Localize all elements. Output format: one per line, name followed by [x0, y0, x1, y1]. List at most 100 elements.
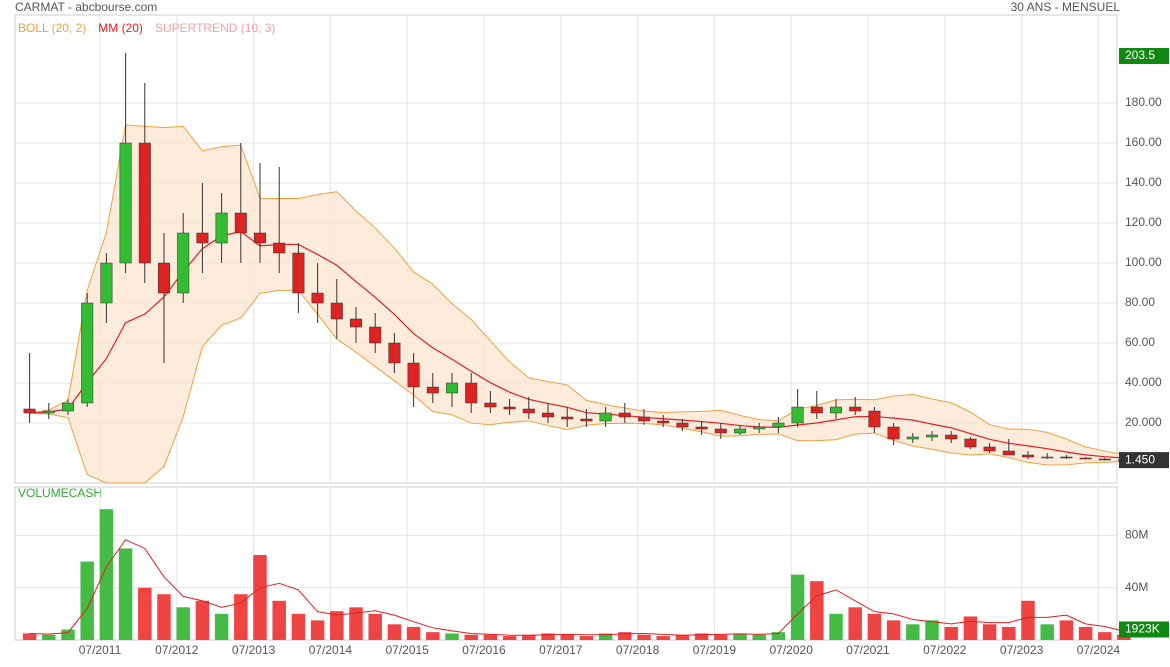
volume-bar [675, 634, 690, 640]
candle-body [676, 422, 689, 428]
candle-body [618, 412, 631, 418]
volume-bar [80, 561, 94, 640]
volume-bar [464, 634, 478, 640]
volume-bar [291, 613, 306, 640]
legend-entry: BOLL (20, 2) [18, 21, 86, 35]
x-tick-label: 07/2018 [616, 643, 660, 657]
candle-body [81, 302, 94, 404]
legend-entry: MM (20) [98, 21, 143, 35]
price-marker [1119, 48, 1169, 64]
volume-bar [522, 634, 536, 640]
y-tick-label: 20.000 [1125, 415, 1162, 429]
volume-bar [752, 634, 766, 640]
volume-bar [848, 607, 862, 640]
volume-bar [944, 626, 958, 640]
candle-body [234, 212, 247, 234]
candle-body [273, 242, 286, 254]
candle-body [215, 212, 228, 244]
candle-body [887, 426, 900, 440]
y-tick-label: 60.00 [1125, 335, 1155, 349]
x-tick-label: 07/2015 [386, 643, 430, 657]
candle-body [311, 292, 324, 304]
price-marker-label: 203.5 [1125, 48, 1155, 62]
candle-body [445, 382, 459, 394]
moving-average [29, 230, 1125, 459]
x-tick-label: 07/2021 [846, 643, 890, 657]
volume-bar [733, 633, 747, 640]
volume-bar [61, 629, 75, 640]
y-tick-label: 40.000 [1125, 375, 1162, 389]
x-tick-label: 07/2023 [1000, 643, 1044, 657]
candle-body [1021, 454, 1035, 458]
volume-bar [579, 636, 594, 640]
x-tick-label: 07/2022 [923, 643, 967, 657]
volume-bar [349, 607, 363, 640]
candle-body [138, 142, 151, 264]
candle-body [849, 406, 862, 412]
volume-title: VOLUMECASH [18, 486, 102, 500]
candle-body [1079, 457, 1092, 460]
volume-bar [483, 634, 498, 640]
y-tick-label: 80M [1125, 528, 1148, 542]
volume-bar [368, 613, 382, 640]
candle-body [733, 428, 747, 434]
candle-body [945, 434, 958, 440]
candle-body [791, 406, 804, 424]
y-tick-label: 80.00 [1125, 295, 1155, 309]
candle-body [61, 402, 75, 412]
volume-bar [214, 613, 229, 640]
y-tick-label: 160.00 [1125, 135, 1162, 149]
x-tick-label: 07/2012 [155, 643, 199, 657]
candle-body [42, 410, 55, 414]
volume-bar [387, 624, 402, 640]
volume-bar [925, 620, 939, 640]
candle-body [157, 262, 171, 294]
candle-body [369, 326, 382, 344]
candle-body [426, 386, 439, 394]
x-tick-label: 07/2013 [232, 643, 276, 657]
volume-bar [1040, 624, 1054, 640]
volume-bar [445, 633, 459, 640]
volume-bar [330, 611, 344, 640]
x-tick-label: 07/2020 [770, 643, 814, 657]
candle-body [772, 422, 785, 428]
volume-bar [771, 632, 786, 640]
candle-body [925, 434, 939, 438]
volume-bar [963, 616, 978, 640]
volume-bar [1078, 626, 1093, 640]
volume-bar [886, 620, 901, 640]
volume-bar [714, 634, 728, 640]
volume-bar [22, 633, 37, 640]
price-marker [1119, 452, 1169, 469]
x-tick-label: 07/2019 [693, 643, 737, 657]
candle-body [599, 412, 612, 422]
volume-bar [829, 613, 843, 640]
candle-body [906, 436, 919, 440]
x-tick-label: 07/2014 [309, 643, 353, 657]
volume-bar [310, 620, 325, 640]
volume-bar [195, 600, 210, 640]
volume-bar [1098, 632, 1112, 640]
candle-body [1041, 456, 1054, 459]
y-tick-label: 40M [1125, 580, 1148, 594]
candle-body [465, 382, 478, 404]
volume-bar [1059, 620, 1074, 640]
volume-bar [1002, 626, 1016, 640]
candle-body [1002, 450, 1015, 456]
candle-body [119, 142, 132, 264]
candle-body [541, 412, 555, 418]
page-title: CARMAT - abcbourse.com [15, 0, 157, 14]
y-tick-label: 120.00 [1125, 215, 1162, 229]
x-tick-label: 07/2024 [1077, 643, 1121, 657]
price-marker [1119, 621, 1169, 638]
volume-bar [541, 633, 555, 640]
volume-bar [426, 632, 440, 640]
volume-bar [637, 634, 651, 640]
volume-average [29, 539, 1125, 636]
x-tick-label: 07/2016 [462, 643, 506, 657]
candle-body [522, 408, 535, 414]
candle-body [964, 438, 977, 448]
volume-bar [253, 555, 267, 640]
volume-bar [1021, 600, 1035, 640]
volume-bar [272, 600, 286, 640]
